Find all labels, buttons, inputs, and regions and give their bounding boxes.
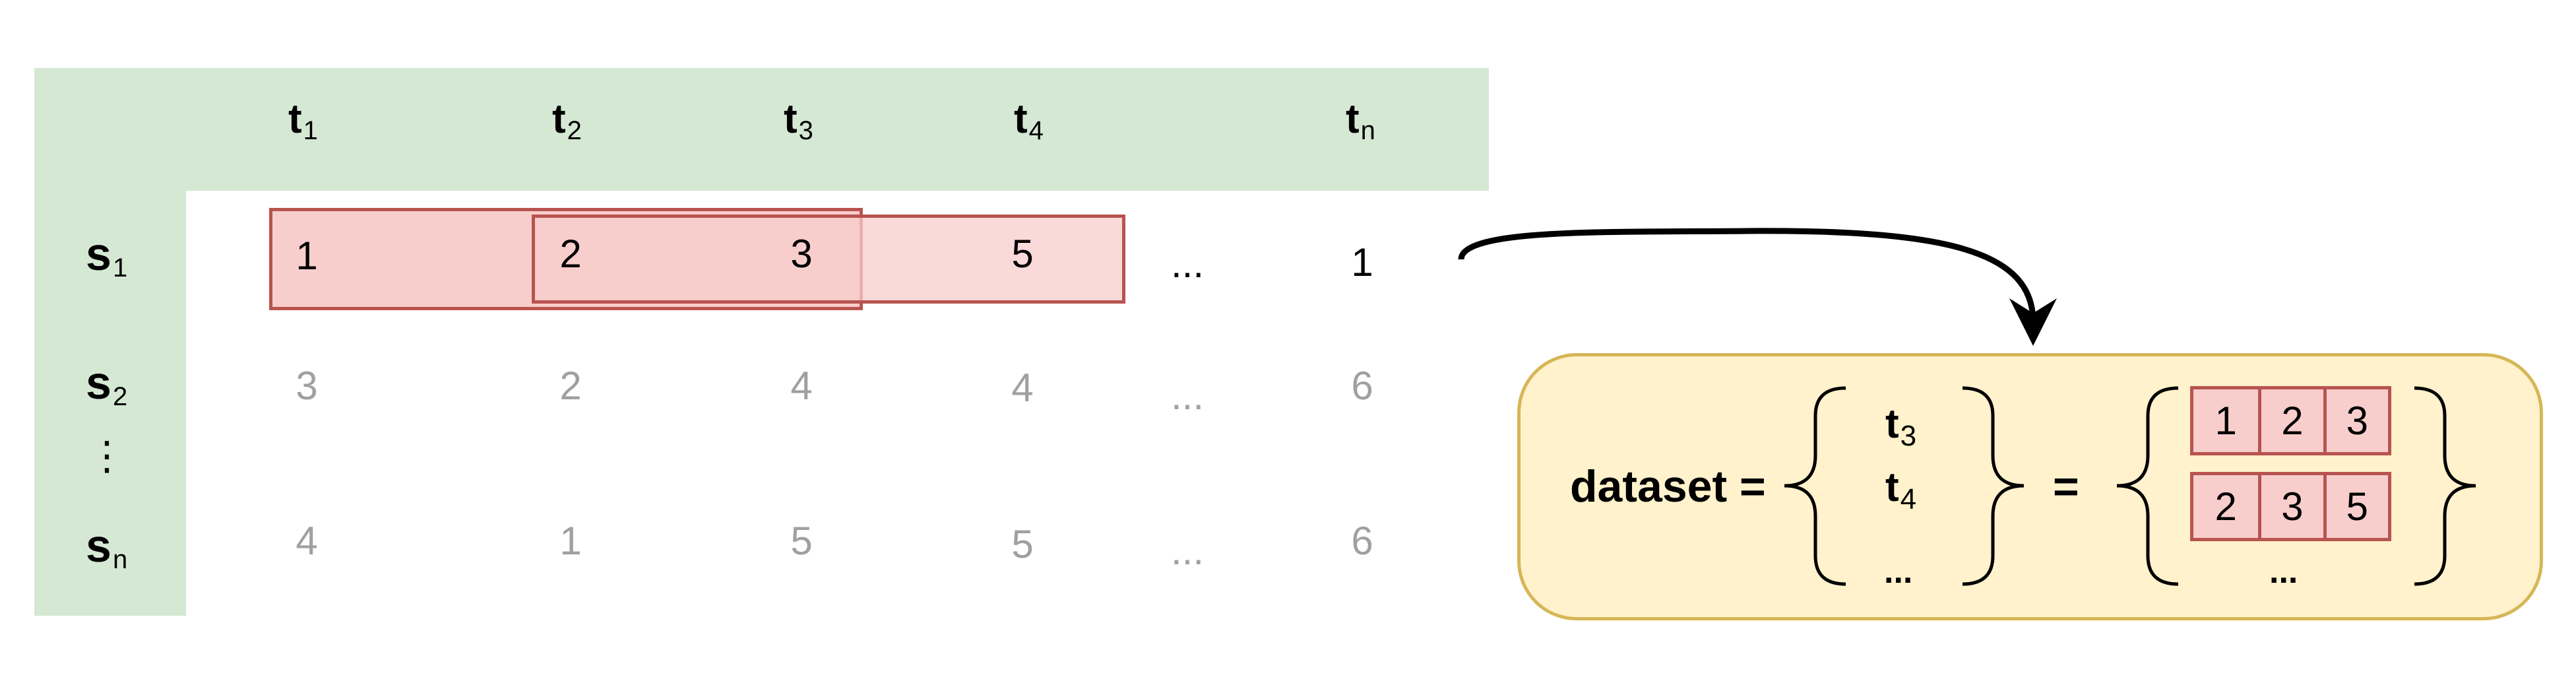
dataset-window-2: 2 3 5: [2190, 472, 2391, 541]
column-header-t1: t1: [288, 96, 318, 145]
cell-s2-t4: 4: [1011, 366, 1034, 410]
column-header-band: [34, 68, 1489, 191]
row-ellipsis: ⋮: [87, 434, 127, 478]
column-header-t3: t3: [784, 96, 813, 145]
cell-s1-tn: 1: [1351, 240, 1373, 284]
column-header-t4: t4: [1014, 96, 1044, 145]
window-1-cell-2: 2: [2258, 389, 2323, 452]
window-2-cell-2: 3: [2258, 475, 2323, 538]
window-1-cell-3: 3: [2323, 389, 2388, 452]
cell-s2-t3: 4: [790, 364, 813, 408]
cell-s1-t3: 3: [790, 232, 813, 276]
windows-right-brace: [2414, 386, 2476, 586]
dataset-equals: =: [2053, 461, 2079, 512]
cell-s1-t4: 5: [1011, 232, 1034, 276]
cell-sn-ellipsis: ...: [1170, 529, 1204, 573]
dataset-target-t4: t4: [1885, 465, 1917, 515]
cell-s1-ellipsis: ...: [1170, 242, 1204, 286]
cell-s2-tn: 6: [1351, 364, 1373, 408]
column-header-tn: tn: [1346, 96, 1375, 145]
row-header-sn: sn: [86, 520, 128, 574]
cell-s1-t2: 2: [559, 232, 582, 276]
connector-arrow: [1458, 228, 2057, 346]
targets-right-brace: [1962, 386, 2025, 586]
targets-left-brace: [1784, 386, 1846, 586]
cell-sn-t2: 1: [559, 519, 582, 563]
window-2-cell-1: 2: [2215, 484, 2237, 529]
cell-s2-ellipsis: ...: [1170, 374, 1204, 418]
cell-sn-t1: 4: [296, 519, 318, 563]
dataset-window-1: 1 2 3: [2190, 386, 2391, 455]
cell-sn-t3: 5: [790, 519, 813, 563]
row-header-band: [34, 68, 186, 616]
row-header-s1: s1: [86, 228, 128, 282]
cell-sn-t4: 5: [1011, 522, 1034, 566]
column-header-t2: t2: [552, 96, 582, 145]
sliding-window-2: [532, 214, 1125, 304]
dataset-label: dataset =: [1570, 461, 1766, 512]
cell-s2-t1: 3: [296, 364, 318, 408]
dataset-targets-more: ...: [1884, 552, 1913, 591]
dataset-windows-more: ...: [2269, 552, 2298, 591]
cell-sn-tn: 6: [1351, 519, 1373, 563]
dataset-target-t3: t3: [1885, 401, 1917, 452]
cell-s2-t2: 2: [559, 364, 582, 408]
cell-s1-t1: 1: [296, 234, 318, 278]
windows-left-brace: [2116, 386, 2179, 586]
row-header-s2: s2: [86, 357, 128, 411]
window-2-cell-3: 5: [2323, 475, 2388, 538]
window-1-cell-1: 1: [2215, 399, 2237, 443]
